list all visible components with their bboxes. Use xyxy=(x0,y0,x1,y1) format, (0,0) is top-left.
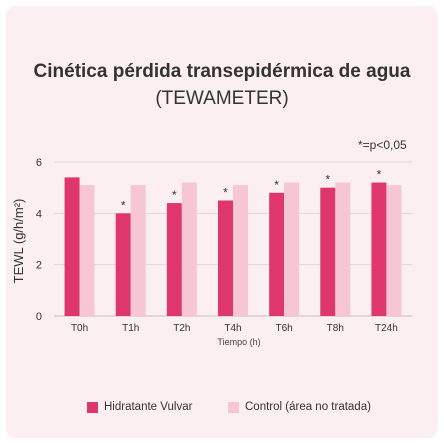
bar-series2 xyxy=(79,185,95,316)
bar-series2 xyxy=(284,182,300,316)
bar-series1 xyxy=(269,192,285,316)
bar-series2 xyxy=(335,182,351,316)
bar-series2 xyxy=(130,185,146,316)
y-tick-label: 6 xyxy=(36,157,42,169)
legend-item-series1: Hidratante Vulvar xyxy=(87,401,192,413)
title-main: Cinética pérdida transepidérmica de agua xyxy=(33,61,411,82)
x-tick-label: T1h xyxy=(122,323,139,334)
bar-series1 xyxy=(166,203,182,316)
y-tick-label: 0 xyxy=(36,311,42,323)
bar-series1 xyxy=(320,187,336,316)
bar-series1 xyxy=(115,213,131,316)
significance-marker: * xyxy=(274,178,279,192)
x-tick-label: T8h xyxy=(327,323,344,334)
x-axis-label: Tiempo (h) xyxy=(217,337,260,347)
title-sub: (TEWAMETER) xyxy=(155,88,289,109)
legend-label-series2: Control (área no tratada) xyxy=(245,401,371,413)
bar-series1 xyxy=(64,177,80,316)
y-axis-label: TEWL (g/h/m²) xyxy=(11,199,26,284)
bar-series1 xyxy=(218,200,233,316)
x-tick-label: T0h xyxy=(71,323,88,334)
significance-note: *=p<0,05 xyxy=(358,138,407,152)
significance-marker: * xyxy=(377,168,382,182)
legend-label-series1: Hidratante Vulvar xyxy=(104,401,193,413)
legend-swatch-series1 xyxy=(87,401,98,413)
significance-marker: * xyxy=(172,188,177,202)
x-tick-label: T2h xyxy=(173,323,190,334)
bar-series2 xyxy=(181,182,197,316)
bar-series2 xyxy=(233,185,248,316)
chart-title: Cinética pérdida transepidérmica de agua… xyxy=(0,58,444,112)
significance-marker: * xyxy=(325,173,330,187)
x-tick-label: T24h xyxy=(375,323,398,334)
y-tick-label: 4 xyxy=(36,208,42,220)
x-tick-label: T4h xyxy=(224,323,241,334)
bar-series1 xyxy=(371,182,387,316)
significance-marker: * xyxy=(223,186,228,200)
significance-marker: * xyxy=(121,198,126,212)
x-tick-label: T6h xyxy=(276,323,293,334)
legend-item-series2: Control (área no tratada) xyxy=(228,401,371,413)
legend-swatch-series2 xyxy=(228,401,239,413)
bar-series2 xyxy=(386,185,402,316)
y-tick-label: 2 xyxy=(36,260,42,272)
